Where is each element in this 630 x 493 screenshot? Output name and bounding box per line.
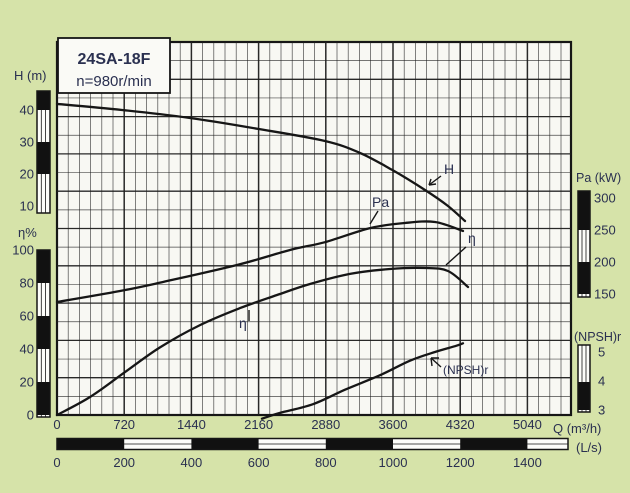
- flow-m3h-axis-tick: 5040: [513, 417, 542, 432]
- flow-m3h-axis-tick: 4320: [446, 417, 475, 432]
- curve-H: [55, 102, 467, 223]
- efficiency-axis-label: η%: [18, 225, 37, 240]
- npsh-axis-tick: 3: [598, 403, 605, 418]
- power-axis-tick: 250: [594, 223, 616, 238]
- efficiency-axis-tick: 40: [20, 342, 34, 357]
- efficiency-scale-bar: [36, 249, 51, 418]
- power-axis-tick: 200: [594, 255, 616, 270]
- efficiency-axis-tick: 80: [20, 276, 34, 291]
- power-axis-tick: 300: [594, 191, 616, 206]
- power-axis-label: Pa (kW): [576, 171, 621, 185]
- efficiency-curve-label-end: η: [468, 230, 476, 246]
- performance-curves: [55, 102, 470, 420]
- curve-Pa: [55, 220, 465, 304]
- flow-ls-axis-tick: 1400: [513, 455, 542, 470]
- efficiency-curve-label-mid: η: [239, 315, 247, 331]
- title-box-frame: [57, 37, 171, 94]
- head-axis-tick: 10: [20, 199, 34, 214]
- npsh-label-arrowhead-icon: [430, 357, 439, 367]
- power-axis-tick: 150: [594, 287, 616, 302]
- flow-m3h-axis-tick: 3600: [379, 417, 408, 432]
- head-axis-tick: 20: [20, 167, 34, 182]
- efficiency-axis-tick: 0: [27, 408, 34, 423]
- head-label-leader-line: [428, 175, 442, 186]
- npsh-scale-bar: [577, 344, 591, 413]
- npsh-curve-label: (NPSH)r: [443, 363, 488, 377]
- efficiency-axis-tick: 100: [12, 243, 34, 258]
- flow-m3h-axis-tick: 2160: [244, 417, 273, 432]
- flow-ls-axis-tick: 400: [181, 455, 203, 470]
- flow-m3h-axis-tick: 0: [53, 417, 60, 432]
- head-axis-tick: 40: [20, 103, 34, 118]
- flow-m3h-axis-tick: 720: [113, 417, 135, 432]
- head-curve-label: H: [444, 161, 454, 177]
- npsh-axis-tick: 4: [598, 374, 605, 389]
- curve-eta: [55, 266, 470, 417]
- head-axis-tick: 30: [20, 135, 34, 150]
- flow-m3h-axis-tick: 2880: [311, 417, 340, 432]
- flow-ls-axis-label: (L/s): [576, 440, 602, 455]
- efficiency-axis-tick: 60: [20, 309, 34, 324]
- flow-ls-axis-tick: 1200: [446, 455, 475, 470]
- curve-npsh: [260, 342, 465, 420]
- flow-ls-axis-tick: 200: [113, 455, 135, 470]
- power-scale-bar: [577, 190, 591, 298]
- head-axis-label: H (m): [14, 68, 47, 83]
- flow-m3h-axis-label: Q (m³/h): [553, 421, 601, 436]
- flow-ls-axis-tick: 800: [315, 455, 337, 470]
- flow-ls-axis-tick: 1000: [379, 455, 408, 470]
- flow-ls-axis-tick: 0: [53, 455, 60, 470]
- grid-lines: [57, 42, 571, 415]
- npsh-axis-label: (NPSH)r: [574, 330, 621, 344]
- power-curve-label: Pa: [372, 194, 389, 210]
- pump-speed-label: n=980r/min: [76, 73, 151, 90]
- efficiency-end-label-leader-line: [445, 246, 467, 266]
- title-box: 24SA-18F n=980r/min: [57, 37, 171, 94]
- power-label-leader-line: [369, 210, 379, 225]
- head-scale-bar: [36, 90, 51, 214]
- head-label-arrowhead-icon: [428, 178, 437, 186]
- npsh-axis-tick: 5: [598, 345, 605, 360]
- flow-ls-axis-tick: 600: [248, 455, 270, 470]
- efficiency-axis-tick: 20: [20, 375, 34, 390]
- npsh-label-leader-line: [430, 357, 442, 368]
- pump-model-label: 24SA-18F: [78, 51, 151, 68]
- flow-m3h-axis-tick: 1440: [177, 417, 206, 432]
- flow-ruler-bar: [56, 437, 569, 451]
- curve-annotations: [248, 175, 467, 368]
